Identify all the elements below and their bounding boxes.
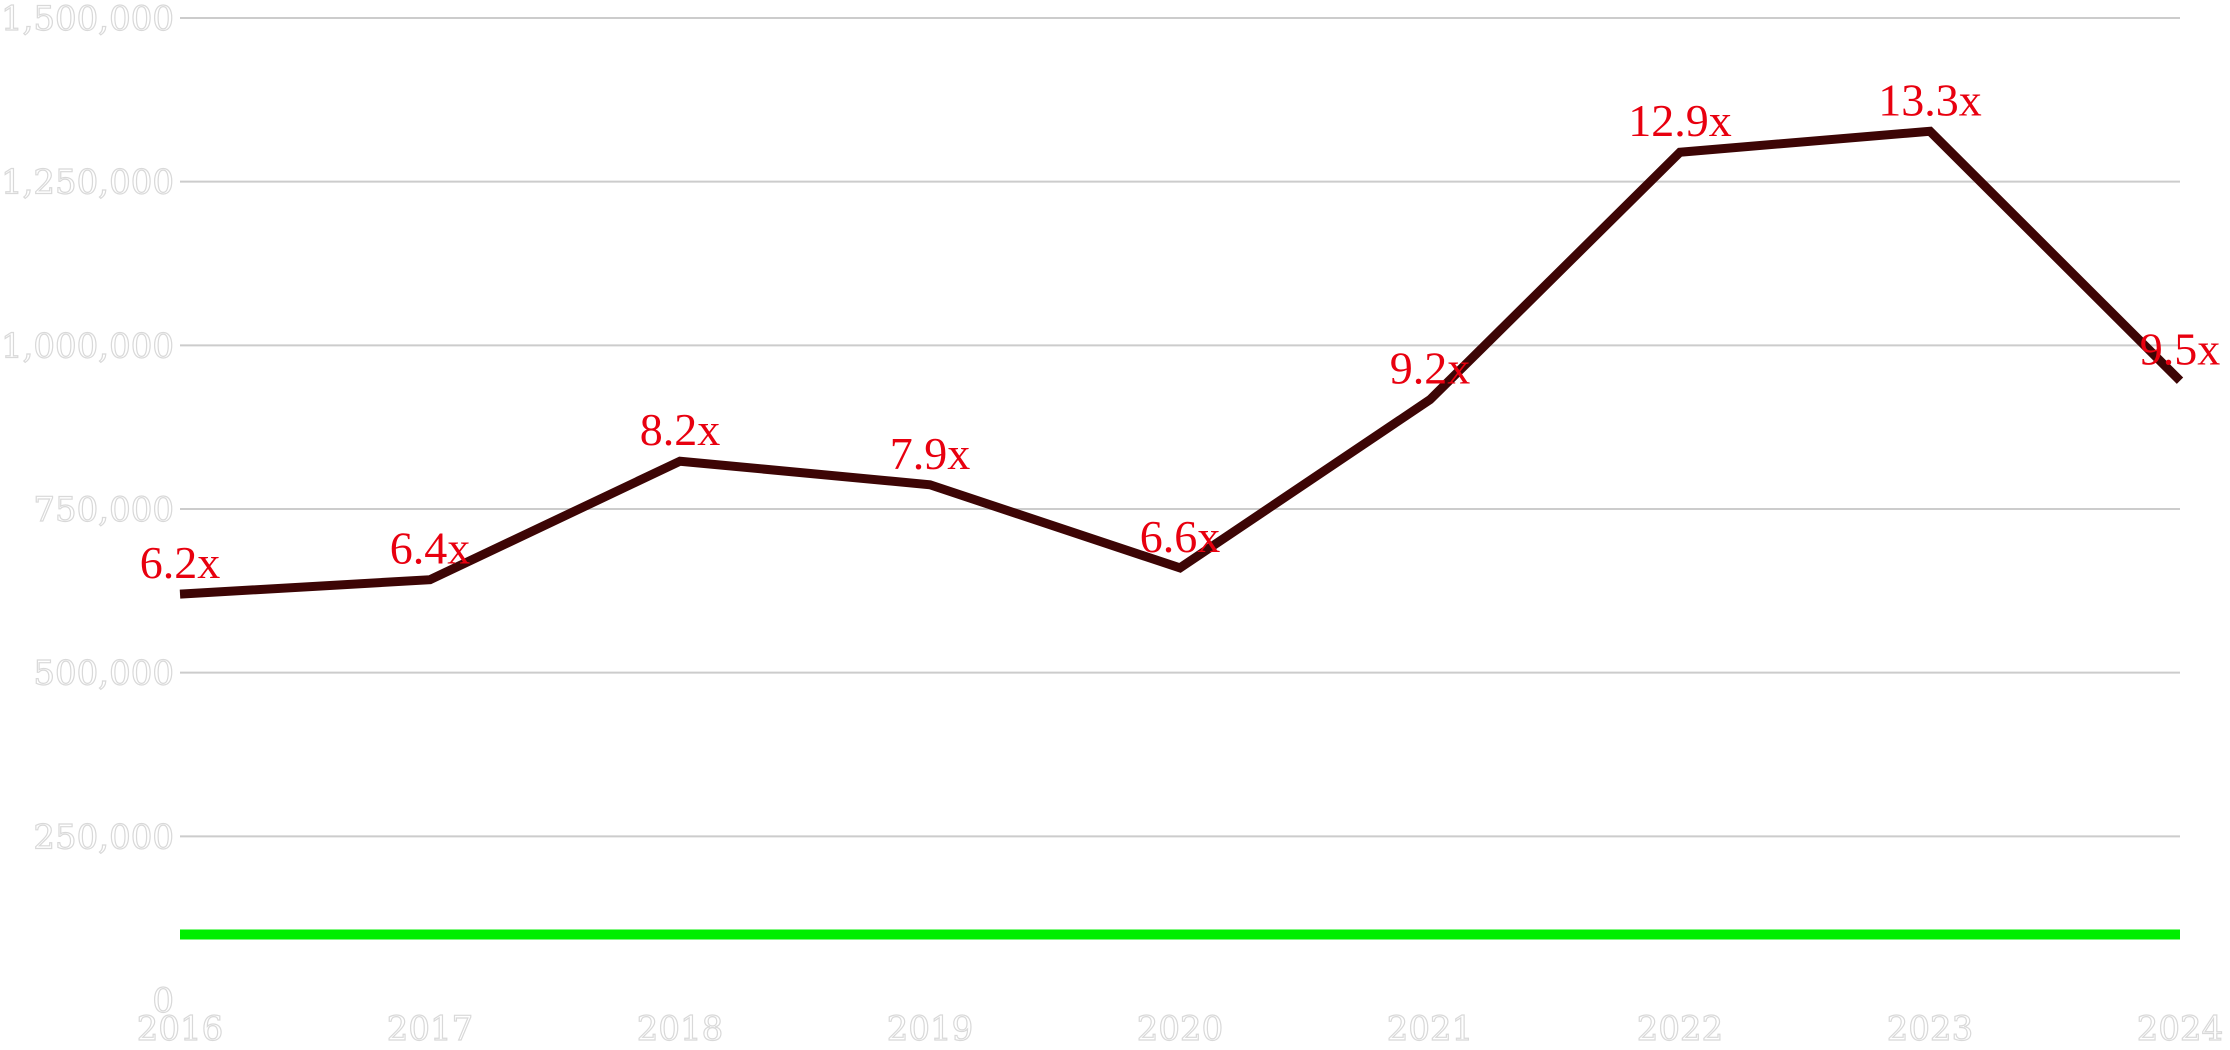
x-tick-label: 2020 bbox=[1137, 1009, 1224, 1049]
y-tick-label: 250,000 bbox=[33, 817, 174, 857]
data-label: 12.9x bbox=[1628, 95, 1732, 146]
y-tick-label: 750,000 bbox=[33, 490, 174, 530]
y-tick-label: 500,000 bbox=[33, 654, 174, 694]
x-tick-label: 2024 bbox=[2137, 1009, 2224, 1049]
x-tick-label: 2017 bbox=[387, 1009, 474, 1049]
x-tick-label: 2019 bbox=[887, 1009, 974, 1049]
gridlines bbox=[180, 17, 2180, 838]
data-label: 7.9x bbox=[890, 428, 971, 479]
series-lines bbox=[179, 126, 2184, 940]
y-tick-label: 1,250,000 bbox=[1, 163, 174, 203]
y-tick-label: 0 bbox=[152, 981, 174, 1021]
data-label: 9.2x bbox=[1390, 343, 1471, 394]
x-tick-label: 2021 bbox=[1387, 1009, 1474, 1049]
x-tick-label: 2016 bbox=[137, 1009, 224, 1049]
data-label: 6.6x bbox=[1140, 511, 1221, 562]
x-tick-label: 2018 bbox=[637, 1009, 724, 1049]
data-label: 8.2x bbox=[640, 404, 721, 455]
data-label: 6.4x bbox=[390, 523, 471, 574]
data-label: 9.5x bbox=[2140, 324, 2221, 375]
y-axis-ticks: 0 250,000 500,000 750,000 1,000,000 1,250,000… bbox=[0, 0, 174, 1022]
y-tick-label: 1,500,000 bbox=[1, 0, 174, 39]
x-tick-label: 2023 bbox=[1887, 1009, 1974, 1049]
data-label: 13.3x bbox=[1878, 74, 1982, 125]
y-tick-label: 1,000,000 bbox=[1, 326, 174, 366]
x-tick-label: 2022 bbox=[1637, 1009, 1724, 1049]
data-label: 6.2x bbox=[140, 537, 221, 588]
x-axis-ticks: 2016 2017 2018 2019 2020 2021 2022 2023 2024 bbox=[136, 1008, 2224, 1049]
data-labels: 6.2x 6.4x 8.2x 7.9x 6.6x 9.2x 12.9x 13.3x 9.5x bbox=[140, 74, 2221, 588]
